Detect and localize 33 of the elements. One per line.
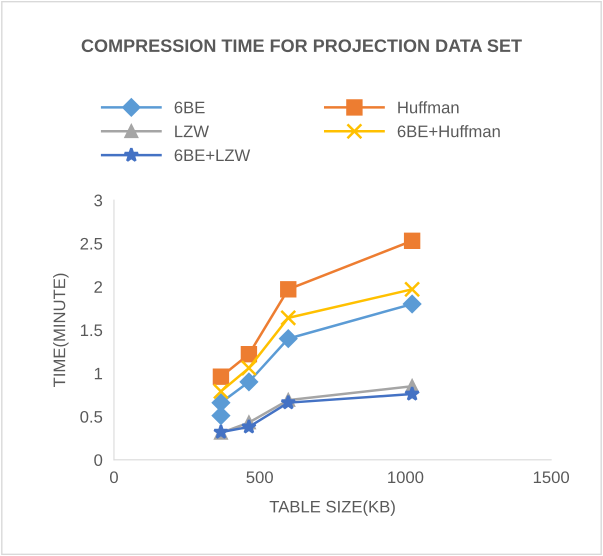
- point: [240, 372, 258, 392]
- x-tick-label: 0: [110, 471, 118, 484]
- y-axis-title: TIME(MINUTE): [53, 274, 69, 388]
- y-tick-label: 0: [94, 454, 102, 466]
- y-tick-label: 2.5: [80, 238, 102, 250]
- y-tick-label: 1: [94, 368, 102, 380]
- point: [240, 346, 258, 362]
- y-tick-label: 1.5: [80, 324, 102, 336]
- point: [280, 281, 296, 298]
- point: [404, 386, 420, 401]
- point: [404, 232, 420, 250]
- x-axis-title: TABLE SIZE(KB): [270, 500, 395, 516]
- y-tick-label: 0.5: [80, 410, 102, 423]
- point: [240, 360, 258, 376]
- x-tick-label: 500: [246, 471, 273, 484]
- point: [403, 294, 422, 314]
- point: [212, 368, 230, 385]
- legend-label: 6BE+Huffman: [398, 125, 500, 138]
- legend-label: 6BE: [174, 102, 205, 114]
- x-tick-label: 1000: [388, 471, 424, 484]
- point: [280, 310, 296, 326]
- point: [279, 330, 298, 348]
- legend-label: Huffman: [398, 101, 459, 114]
- point: [280, 394, 296, 410]
- y-tick-label: 2: [94, 281, 102, 293]
- y-tick-label: 3: [94, 194, 102, 206]
- legend-label: 6BE+LZW: [174, 149, 250, 162]
- legend-label: LZW: [175, 126, 209, 138]
- point: [212, 383, 230, 400]
- point: [404, 281, 420, 298]
- x-tick-label: 1500: [534, 471, 570, 484]
- chart-title: COMPRESSION TIME FOR PROJECTION DATA SET: [82, 39, 522, 52]
- point: [241, 418, 257, 434]
